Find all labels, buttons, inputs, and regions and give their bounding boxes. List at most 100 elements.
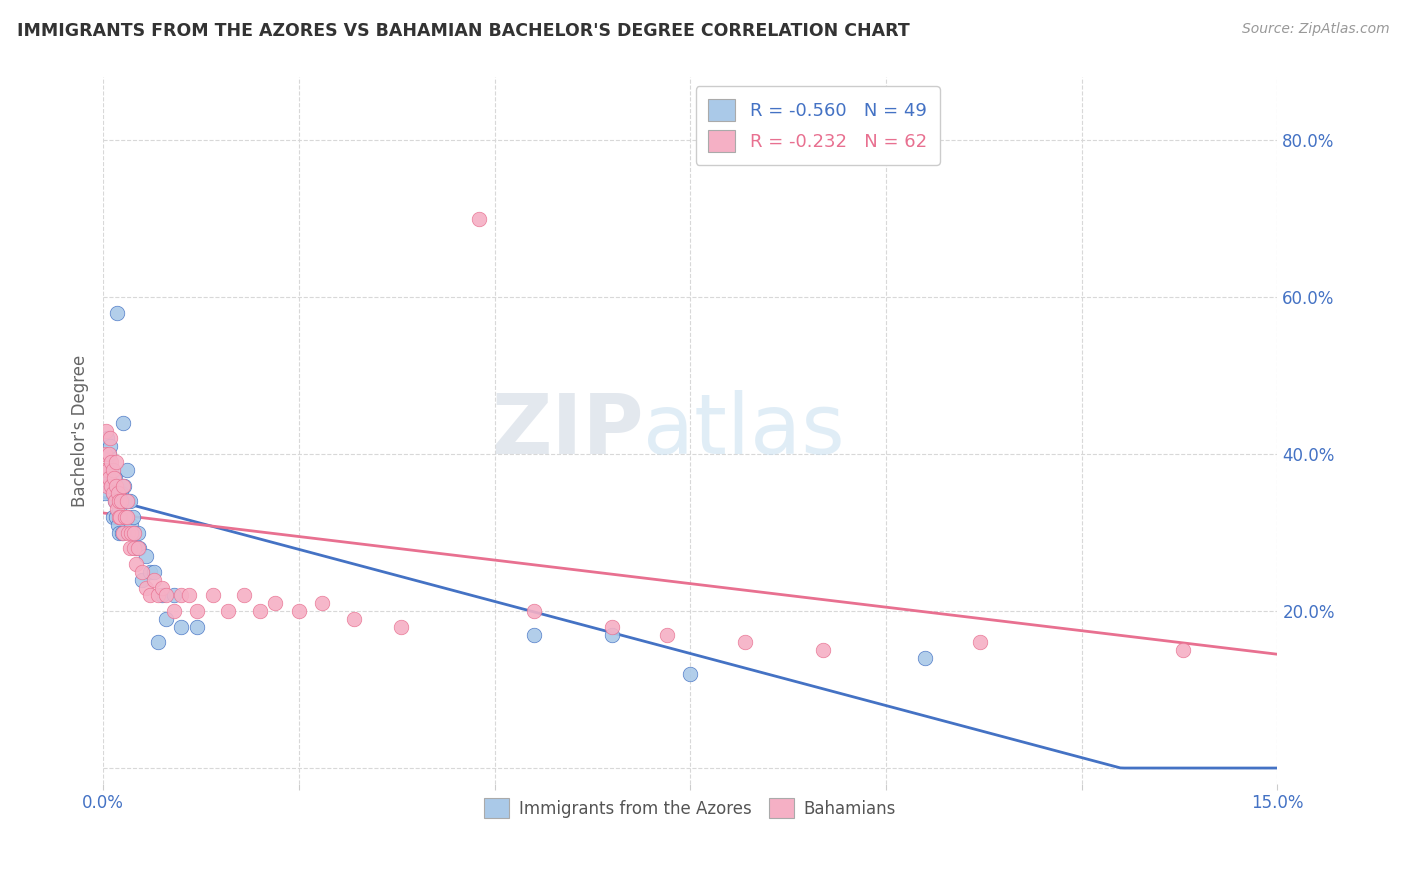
Y-axis label: Bachelor's Degree: Bachelor's Degree [72, 354, 89, 507]
Point [96, 478, 118, 492]
Point [600, 620, 623, 634]
Point [101, 486, 124, 500]
Point [139, 588, 162, 602]
Point [105, 494, 128, 508]
Point [120, 525, 142, 540]
Point [969, 635, 991, 649]
Point [523, 627, 546, 641]
Point [110, 509, 132, 524]
Point [97, 463, 120, 477]
Point [115, 509, 138, 524]
Point [98, 471, 121, 485]
Point [150, 588, 173, 602]
Point [139, 565, 162, 579]
Point [162, 604, 184, 618]
Point [110, 486, 132, 500]
Point [122, 509, 145, 524]
Point [117, 525, 139, 540]
Point [155, 588, 177, 602]
Point [103, 471, 125, 485]
Point [127, 541, 149, 556]
Point [98, 471, 121, 485]
Point [112, 525, 135, 540]
Point [1173, 643, 1195, 657]
Point [813, 643, 835, 657]
Point [97, 447, 120, 461]
Point [98, 432, 121, 446]
Point [110, 509, 132, 524]
Point [146, 635, 169, 649]
Text: ZIP: ZIP [491, 390, 644, 471]
Text: Source: ZipAtlas.com: Source: ZipAtlas.com [1241, 22, 1389, 37]
Point [98, 439, 121, 453]
Point [120, 517, 142, 532]
Point [114, 509, 136, 524]
Point [186, 620, 208, 634]
Point [343, 612, 366, 626]
Point [143, 573, 166, 587]
Point [105, 502, 128, 516]
Legend: Immigrants from the Azores, Bahamians: Immigrants from the Azores, Bahamians [478, 791, 903, 825]
Point [170, 620, 193, 634]
Point [600, 627, 623, 641]
Point [118, 541, 141, 556]
Point [389, 620, 412, 634]
Point [117, 494, 139, 508]
Point [107, 525, 129, 540]
Point [112, 478, 135, 492]
Point [96, 432, 118, 446]
Point [96, 424, 118, 438]
Point [104, 509, 127, 524]
Point [112, 416, 135, 430]
Point [118, 494, 141, 508]
Point [124, 525, 146, 540]
Point [128, 541, 150, 556]
Point [131, 573, 153, 587]
Point [170, 588, 193, 602]
Point [107, 486, 129, 500]
Point [100, 478, 122, 492]
Point [104, 494, 127, 508]
Point [105, 306, 128, 320]
Point [217, 604, 239, 618]
Point [125, 541, 148, 556]
Point [104, 494, 127, 508]
Point [94, 463, 117, 477]
Point [115, 509, 138, 524]
Point [249, 604, 271, 618]
Point [107, 494, 129, 508]
Point [100, 455, 122, 469]
Point [131, 565, 153, 579]
Point [523, 604, 546, 618]
Point [233, 588, 256, 602]
Point [311, 596, 333, 610]
Point [124, 525, 146, 540]
Point [101, 463, 124, 477]
Point [103, 478, 125, 492]
Point [103, 486, 125, 500]
Point [93, 447, 115, 461]
Point [288, 604, 311, 618]
Point [115, 463, 138, 477]
Point [125, 557, 148, 571]
Point [97, 463, 120, 477]
Point [100, 478, 122, 492]
Point [104, 471, 127, 485]
Point [734, 635, 756, 649]
Point [111, 525, 134, 540]
Text: IMMIGRANTS FROM THE AZORES VS BAHAMIAN BACHELOR'S DEGREE CORRELATION CHART: IMMIGRANTS FROM THE AZORES VS BAHAMIAN B… [17, 22, 910, 40]
Point [914, 651, 936, 665]
Point [100, 463, 122, 477]
Point [155, 612, 177, 626]
Point [103, 509, 125, 524]
Point [143, 565, 166, 579]
Point [655, 627, 678, 641]
Point [146, 588, 169, 602]
Point [186, 604, 208, 618]
Point [97, 447, 120, 461]
Point [115, 494, 138, 508]
Point [150, 581, 173, 595]
Point [201, 588, 224, 602]
Point [107, 517, 129, 532]
Point [135, 581, 157, 595]
